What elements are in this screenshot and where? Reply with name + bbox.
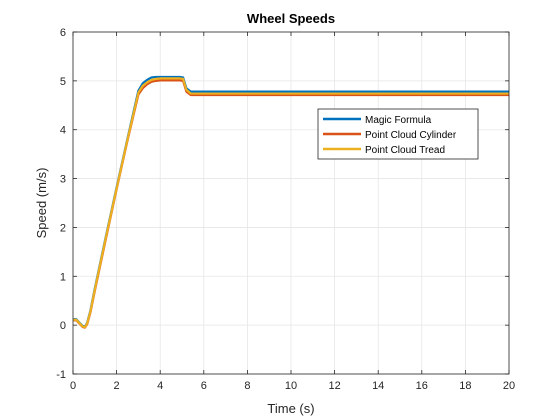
x-tick-label: 16 xyxy=(416,380,428,392)
y-tick-labels: -1 0 1 2 3 4 5 6 xyxy=(56,27,66,381)
x-tick-label: 4 xyxy=(157,380,163,392)
x-tick-label: 6 xyxy=(201,380,207,392)
x-tick-label: 0 xyxy=(70,380,76,392)
y-tick-label: 1 xyxy=(60,271,66,283)
chart-title: Wheel Speeds xyxy=(247,11,335,26)
y-tick-label: 0 xyxy=(60,320,66,332)
x-tick-label: 8 xyxy=(244,380,250,392)
y-tick-label: -1 xyxy=(56,369,66,381)
x-axis-label: Time (s) xyxy=(267,401,314,416)
y-tick-label: 3 xyxy=(60,174,66,186)
x-tick-label: 18 xyxy=(459,380,471,392)
y-tick-label: 6 xyxy=(60,27,66,39)
x-tick-label: 12 xyxy=(328,380,340,392)
x-tick-labels: 0 2 4 6 8 10 12 14 16 18 20 xyxy=(70,380,515,392)
legend-label-magic-formula: Magic Formula xyxy=(365,115,432,126)
legend-label-point-cloud-tread: Point Cloud Tread xyxy=(365,145,445,156)
y-tick-label: 5 xyxy=(60,76,66,88)
series-lines xyxy=(73,75,509,329)
x-tick-label: 14 xyxy=(372,380,384,392)
y-tick-label: 4 xyxy=(60,125,66,137)
series-line-point-cloud-tread xyxy=(73,77,509,329)
tick-marks xyxy=(72,31,510,375)
y-tick-label: 2 xyxy=(60,222,66,234)
x-tick-label: 2 xyxy=(114,380,120,392)
y-axis-label: Speed (m/s) xyxy=(34,168,49,239)
legend: Magic Formula Point Cloud Cylinder Point… xyxy=(317,108,479,160)
x-tick-label: 10 xyxy=(285,380,297,392)
x-tick-label: 20 xyxy=(503,380,515,392)
legend-label-point-cloud-cylinder: Point Cloud Cylinder xyxy=(365,130,457,141)
